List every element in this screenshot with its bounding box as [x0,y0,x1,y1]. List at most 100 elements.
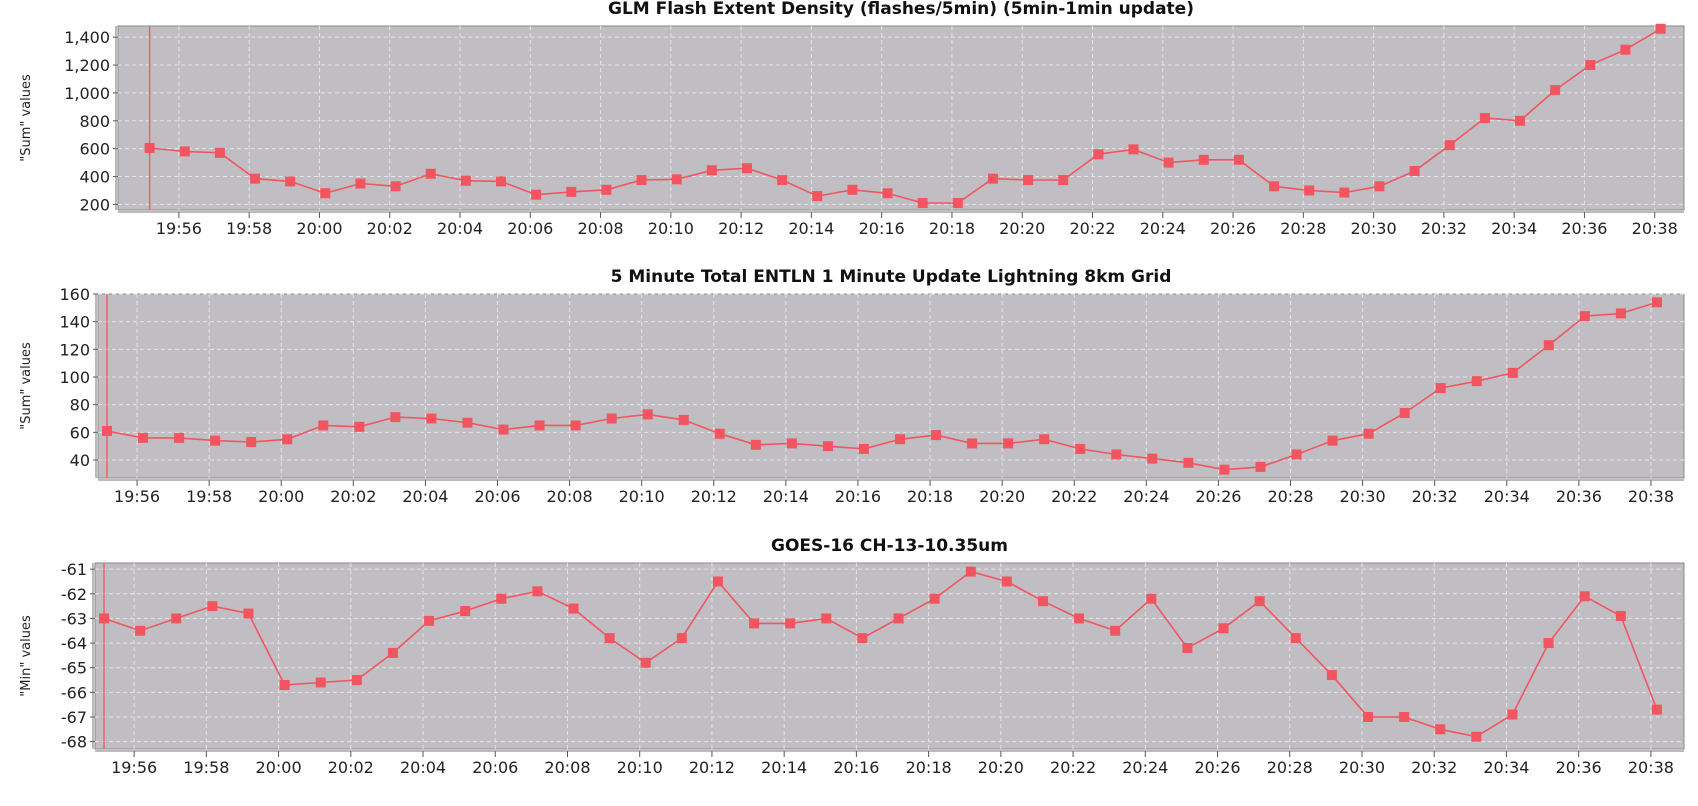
data-point [279,679,290,690]
data-point [676,633,687,644]
y-tick-label: 80 [70,396,90,415]
x-tick-label: 20:26 [1195,487,1241,506]
x-tick-label: 19:58 [183,758,229,777]
data-point [138,432,149,443]
x-tick-label: 20:34 [1484,487,1530,506]
data-point [929,593,940,604]
data-point [847,184,858,195]
data-point [601,184,612,195]
x-tick-label: 19:56 [114,487,160,506]
data-point [1579,591,1590,602]
data-point [1363,711,1374,722]
data-point [1233,154,1244,165]
x-tick-label: 20:28 [1267,758,1313,777]
x-tick-label: 20:28 [1280,219,1326,238]
data-point [566,186,577,197]
data-point [531,189,542,200]
y-tick-label: -66 [61,683,87,702]
x-tick-label: 20:22 [1051,487,1097,506]
x-tick-label: 20:32 [1421,219,1467,238]
data-point [498,424,509,435]
y-tick-label: -61 [61,560,87,579]
y-axis-label: "Sum" values [19,74,34,162]
data-point [1146,593,1157,604]
data-point [426,413,437,424]
data-point [1507,367,1518,378]
data-point [570,420,581,431]
data-point [1444,140,1455,151]
data-point [320,188,331,199]
data-point [1471,731,1482,742]
x-tick-label: 20:38 [1628,487,1674,506]
data-point [1269,181,1280,192]
data-point [354,421,365,432]
data-point [460,606,471,617]
data-point [706,165,717,176]
x-tick-label: 19:58 [186,487,232,506]
data-point [1327,435,1338,446]
x-tick-label: 20:24 [1122,758,1168,777]
x-tick-label: 20:18 [907,487,953,506]
data-point [1543,340,1554,351]
data-point [1326,670,1337,681]
y-tick-label: 600 [79,140,110,159]
x-tick-label: 20:10 [617,758,663,777]
data-point [99,613,110,624]
x-tick-label: 20:02 [328,758,374,777]
data-point [210,435,221,446]
data-point [822,441,833,452]
y-tick-label: 200 [79,195,110,214]
data-point [1001,576,1012,587]
plot-area [94,562,1685,750]
x-tick-label: 20:36 [1561,219,1607,238]
data-point [1093,149,1104,160]
x-tick-label: 20:12 [718,219,764,238]
x-tick-label: 20:06 [507,219,553,238]
x-tick-label: 20:14 [763,487,809,506]
x-tick-label: 20:02 [330,487,376,506]
data-point [1198,154,1209,165]
data-point [1128,144,1139,155]
data-point [102,425,113,436]
x-tick-label: 20:04 [402,487,448,506]
x-tick-label: 20:12 [691,487,737,506]
x-tick-label: 20:22 [1050,758,1096,777]
x-tick-label: 20:00 [256,758,302,777]
data-point [606,413,617,424]
data-point [1374,181,1385,192]
data-point [174,432,185,443]
x-tick-label: 20:30 [1340,487,1386,506]
data-point [250,173,261,184]
data-point [857,633,868,644]
y-tick-label: -67 [61,708,87,727]
y-tick-label: -65 [61,659,87,678]
data-point [1615,610,1626,621]
x-tick-label: 20:16 [859,219,905,238]
data-point [714,428,725,439]
data-point [640,657,651,668]
data-point [207,601,218,612]
data-point [351,675,362,686]
data-point [952,198,963,209]
data-point [821,613,832,624]
data-point [1585,60,1596,71]
data-point [895,434,906,445]
data-point [1291,449,1302,460]
x-tick-label: 20:36 [1556,487,1602,506]
y-tick-label: 1,200 [64,56,110,75]
x-tick-label: 20:38 [1628,758,1674,777]
data-point [965,566,976,577]
data-point [917,198,928,209]
x-tick-label: 20:14 [788,219,834,238]
data-point [967,438,978,449]
data-point [636,175,647,186]
data-point [496,176,507,187]
data-point [1399,711,1410,722]
data-point [785,618,796,629]
x-tick-label: 20:08 [544,758,590,777]
chart-title: GOES-16 CH-13-10.35um [771,536,1008,556]
data-point [1111,449,1122,460]
x-tick-label: 20:20 [999,219,1045,238]
y-axis-label: "Sum" values [19,342,34,430]
